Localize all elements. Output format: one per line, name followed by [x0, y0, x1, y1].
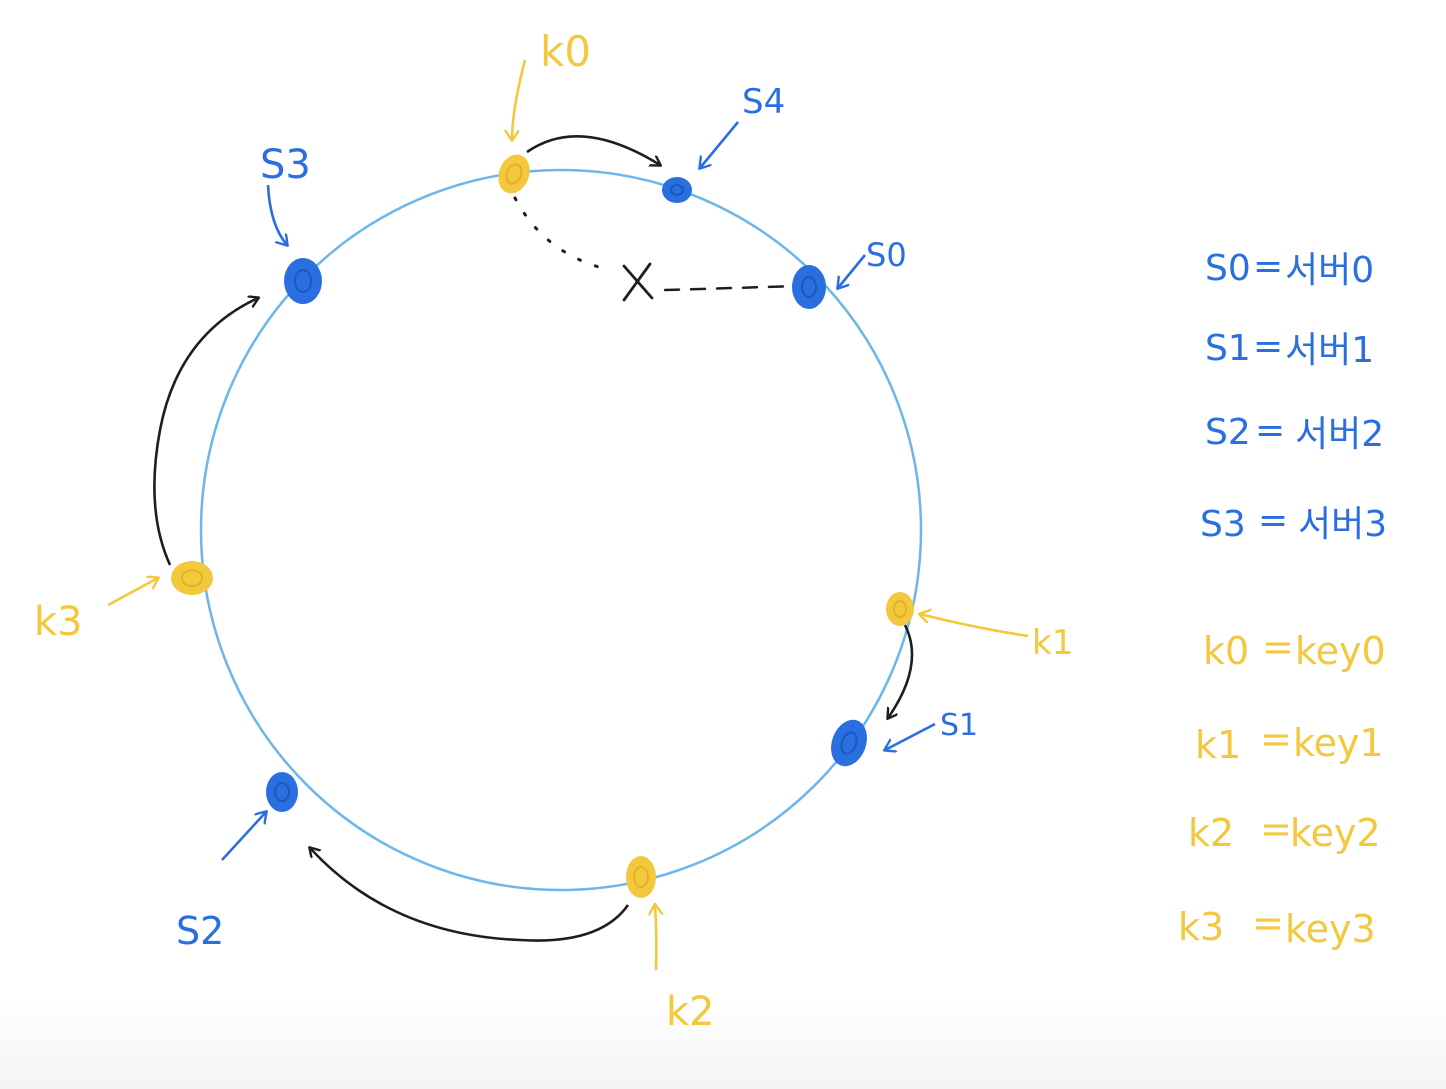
label-s1: S1 — [940, 708, 978, 743]
legend-key-symbol: k3 — [1178, 905, 1224, 949]
arrow-k0-to-s4 — [527, 136, 660, 165]
legend-server-desc: 서버0 — [1285, 250, 1374, 291]
legend-key-row: k1 = key1 — [1195, 717, 1384, 767]
legend-key-sep: = — [1262, 625, 1294, 669]
legend-server-symbol: S2 — [1205, 412, 1251, 453]
legend-key-row: k2 = key2 — [1188, 807, 1381, 855]
pointer-k1 — [920, 614, 1028, 636]
legend-key-row: k0 = key0 — [1203, 625, 1386, 673]
node-s2 — [266, 772, 298, 812]
legend-server-sep: = — [1253, 246, 1283, 287]
legend-key-symbol: k0 — [1203, 629, 1249, 673]
pointer-k2 — [655, 905, 656, 970]
removed-mark-x — [624, 264, 652, 300]
label-k1: k1 — [1032, 623, 1073, 663]
pointer-s1 — [885, 724, 935, 750]
legend-servers: S0 = 서버0 S1 = 서버1 S2 = 서버2 S3 = 서버3 — [1200, 246, 1387, 545]
legend-server-desc: 서버2 — [1295, 414, 1384, 455]
legend-server-row: S0 = 서버0 — [1205, 246, 1374, 291]
legend-server-row: S2 = 서버2 — [1205, 410, 1384, 455]
legend-server-sep: = — [1255, 410, 1285, 451]
node-k3 — [171, 561, 213, 595]
pointer-k3 — [108, 578, 158, 605]
legend-key-row: k3 = key3 — [1178, 901, 1376, 951]
legend-server-symbol: S0 — [1205, 248, 1251, 289]
label-s3: S3 — [260, 142, 311, 188]
legend-server-desc: 서버3 — [1298, 504, 1387, 545]
node-s0 — [792, 265, 826, 309]
legend-key-sep: = — [1260, 807, 1292, 851]
legend-server-sep: = — [1253, 326, 1283, 367]
node-k2 — [626, 856, 656, 898]
legend-server-desc: 서버1 — [1285, 330, 1374, 371]
legend-key-symbol: k2 — [1188, 811, 1234, 855]
label-s4: S4 — [742, 82, 785, 122]
legend-server-symbol: S1 — [1205, 328, 1251, 369]
arrow-k2-to-s2 — [310, 848, 628, 941]
node-s3 — [284, 258, 322, 304]
legend-key-symbol: k1 — [1195, 723, 1241, 767]
node-k1 — [886, 592, 914, 626]
legend-key-sep: = — [1260, 717, 1292, 761]
pointer-s4 — [700, 122, 738, 168]
removed-link-dashed — [665, 286, 800, 290]
legend-keys: k0 = key0 k1 = key1 k2 = key2 k3 = key3 — [1178, 625, 1386, 951]
node-s4 — [662, 177, 692, 203]
legend-server-row: S1 = 서버1 — [1205, 326, 1374, 371]
legend-server-sep: = — [1258, 500, 1288, 541]
legend-key-desc: key0 — [1295, 629, 1386, 673]
legend-key-sep: = — [1252, 901, 1284, 945]
arrow-k3-to-s3 — [154, 298, 258, 565]
legend-key-desc: key1 — [1293, 721, 1384, 765]
pointer-s2 — [222, 812, 266, 860]
label-k3: k3 — [34, 599, 83, 645]
label-s2: S2 — [176, 909, 224, 953]
label-k2: k2 — [666, 989, 715, 1035]
legend-server-symbol: S3 — [1200, 504, 1246, 545]
pointer-s3 — [268, 185, 287, 245]
legend-key-desc: key3 — [1285, 907, 1376, 951]
legend-key-desc: key2 — [1290, 811, 1381, 855]
removed-link-dotted — [515, 198, 610, 270]
pointer-k0 — [512, 60, 525, 140]
legend-server-row: S3 = 서버3 — [1200, 500, 1387, 545]
label-k0: k0 — [540, 27, 591, 76]
node-k0 — [493, 150, 535, 198]
pointer-s0 — [838, 255, 865, 288]
label-s0: S0 — [866, 236, 907, 274]
